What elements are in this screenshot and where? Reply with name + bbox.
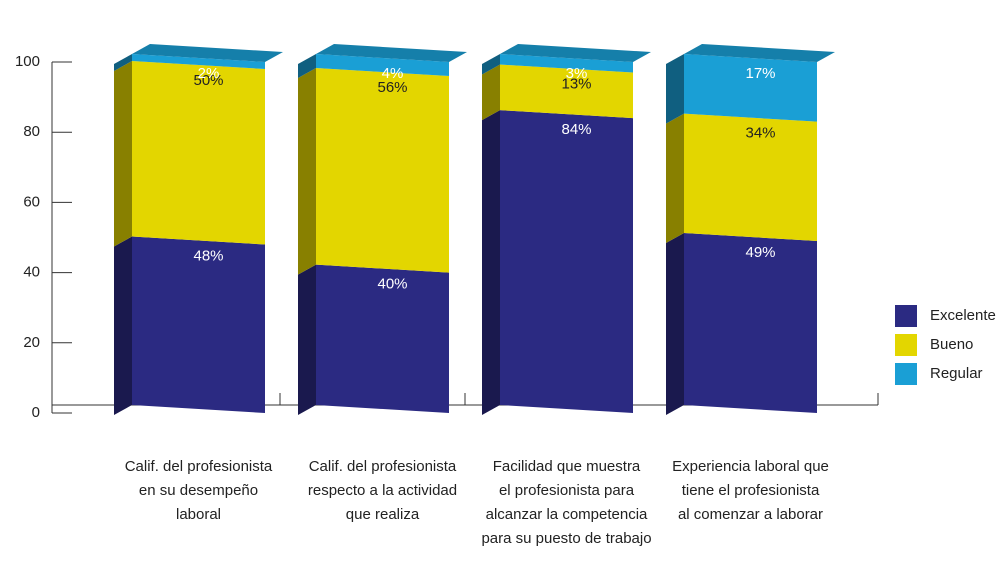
- legend-label: Bueno: [930, 336, 973, 353]
- x-tick-label-line: para su puesto de trabajo: [481, 530, 651, 547]
- bar-segment: [666, 233, 817, 415]
- x-tick-label-line: laboral: [176, 506, 221, 523]
- x-tick-label-line: Facilidad que muestra: [493, 458, 641, 475]
- x-tick-label-line: Calif. del profesionista: [125, 458, 273, 475]
- value-label: 49%: [745, 244, 775, 261]
- bar-front: [316, 54, 449, 77]
- value-label: 3%: [566, 65, 588, 82]
- bar-segment: [482, 64, 633, 121]
- bar-segment: [114, 44, 283, 72]
- bar-front: [684, 113, 817, 242]
- bar-side: [298, 264, 316, 415]
- bar-side: [666, 113, 684, 244]
- bar-segment: [298, 68, 449, 275]
- bar-segment: [666, 113, 817, 244]
- bar-segment: [298, 44, 467, 79]
- bar-side: [482, 54, 500, 75]
- legend-label: Excelente: [930, 307, 996, 324]
- value-label: 4%: [382, 65, 404, 82]
- legend-label: Regular: [930, 365, 983, 382]
- bar-side: [114, 236, 132, 415]
- x-tick-label-line: Experiencia laboral que: [672, 458, 829, 475]
- value-label: 84%: [561, 121, 591, 138]
- x-tick-label-line: en su desempeño: [139, 482, 258, 499]
- y-tick-label: 80: [23, 123, 40, 140]
- value-label: 13%: [561, 75, 591, 92]
- bar-top: [316, 44, 467, 62]
- bar-segment: [114, 236, 265, 415]
- bar-front: [132, 236, 265, 413]
- bar-top: [132, 44, 283, 62]
- bar-front: [316, 264, 449, 413]
- x-tick-label: Calif. del profesionista respecto a la ac…: [308, 458, 457, 523]
- x-tick-label-line: tiene el profesionista: [682, 482, 820, 499]
- bar-top: [684, 44, 835, 62]
- bar-front: [684, 54, 817, 122]
- value-label: 40%: [377, 276, 407, 293]
- bar-front: [684, 233, 817, 413]
- x-tick-label-line: al comenzar a laborar: [678, 506, 823, 523]
- x-tick-label-line: Calif. del profesionista: [309, 458, 457, 475]
- bar-side: [482, 64, 500, 121]
- bar-front: [316, 68, 449, 273]
- y-tick-label: 40: [23, 264, 40, 281]
- y-tick-label: 60: [23, 193, 40, 210]
- bar-side: [482, 110, 500, 415]
- x-tick-label: Experiencia laboral que tiene el profesio…: [672, 458, 829, 523]
- bar-segment: [666, 44, 835, 124]
- bar-top: [500, 44, 651, 62]
- x-tick-label-line: alcanzar la competencia: [486, 506, 648, 523]
- y-tick-label: 20: [23, 334, 40, 351]
- legend-swatch: [895, 305, 917, 327]
- y-tick-label: 100: [15, 53, 40, 70]
- bar-front: [500, 64, 633, 119]
- x-tick-label: Calif. del profesionista en su desempeño l…: [125, 458, 273, 523]
- bar-side: [114, 54, 132, 72]
- bar-segment: [482, 110, 633, 415]
- bar-side: [666, 54, 684, 124]
- bar-side: [298, 54, 316, 79]
- x-tick-label-line: respecto a la actividad: [308, 482, 457, 499]
- value-label: 2%: [198, 65, 220, 82]
- value-label: 50%: [193, 72, 223, 89]
- bar-side: [114, 61, 132, 247]
- value-label: 17%: [745, 65, 775, 82]
- legend-swatch: [895, 334, 917, 356]
- value-label: 56%: [377, 79, 407, 96]
- bar-front: [500, 110, 633, 413]
- value-label: 48%: [193, 247, 223, 264]
- y-tick-label: 0: [32, 404, 40, 421]
- value-label: 34%: [745, 125, 775, 142]
- x-tick-label-line: el profesionista para: [499, 482, 635, 499]
- bar-segment: [114, 61, 265, 247]
- legend-swatch: [895, 363, 917, 385]
- x-tick-label-line: que realiza: [346, 506, 420, 523]
- bar-front: [132, 61, 265, 245]
- x-tick-label: Facilidad que muestra el profesionista pa…: [481, 458, 651, 547]
- bar-side: [666, 233, 684, 415]
- bar-front: [500, 54, 633, 73]
- bar-front: [132, 54, 265, 70]
- bar-segment: [298, 264, 449, 415]
- bar-segment: [482, 44, 651, 75]
- bar-side: [298, 68, 316, 275]
